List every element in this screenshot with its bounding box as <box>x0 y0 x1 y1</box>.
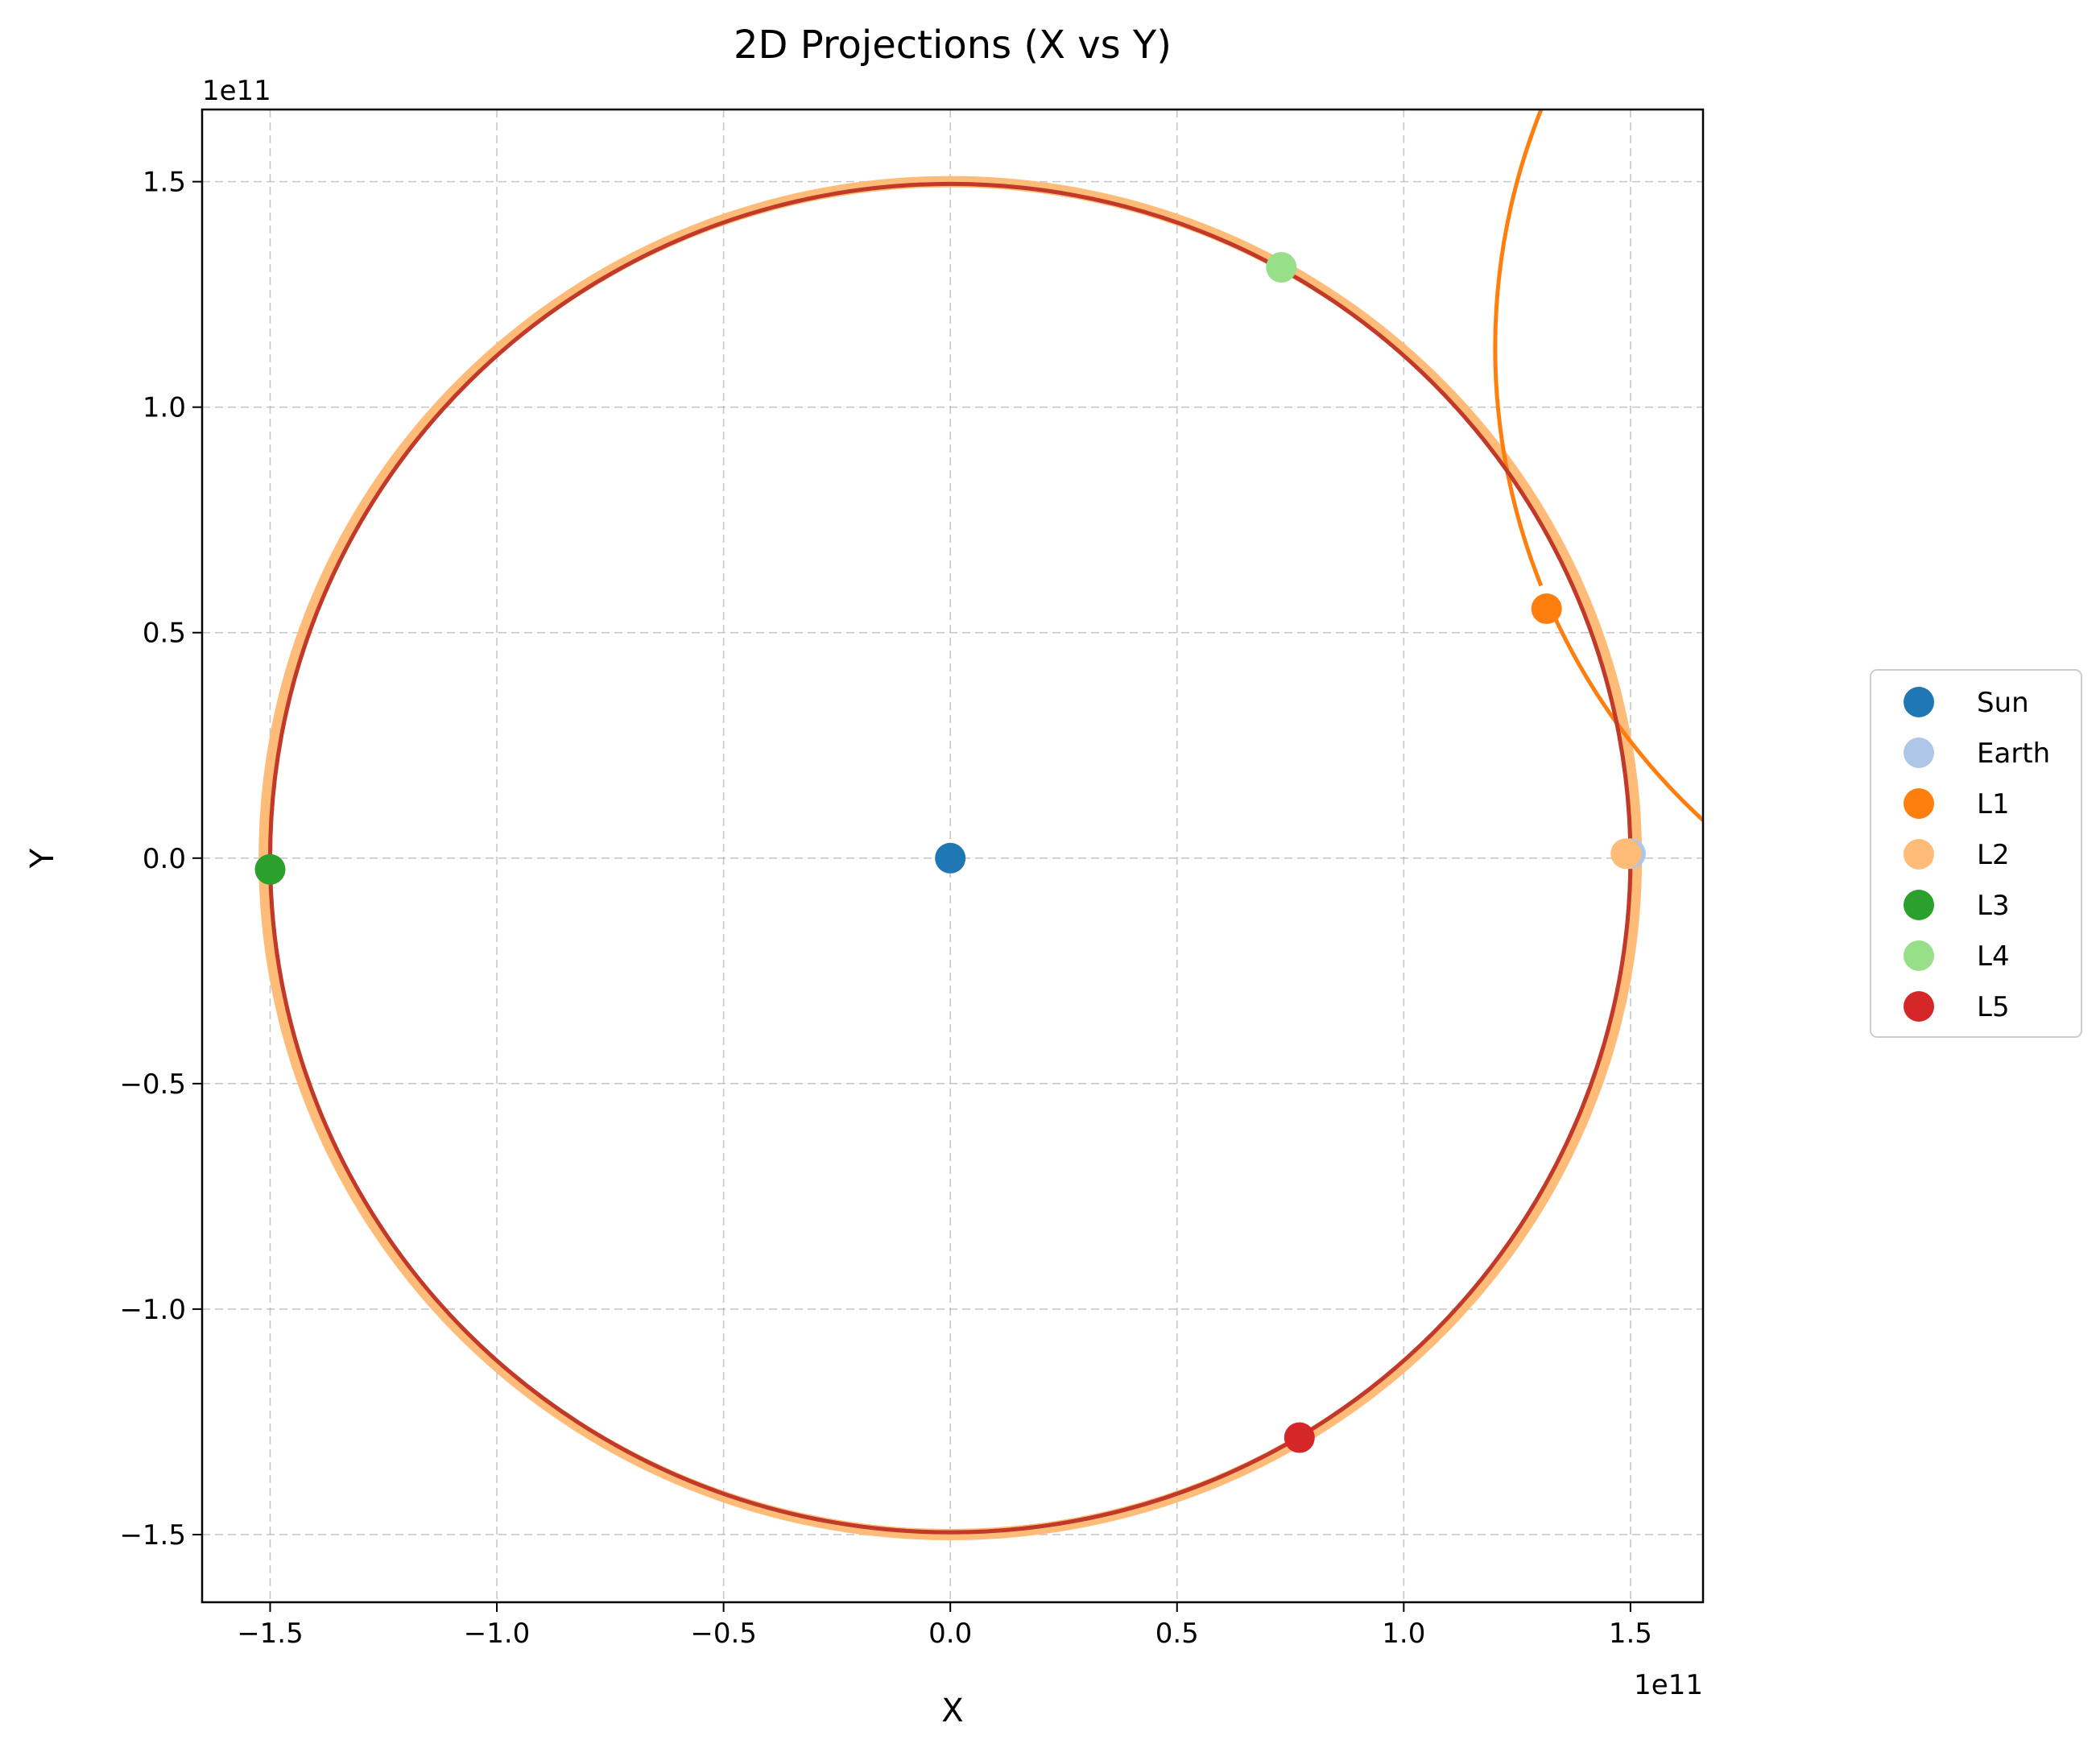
legend-frame <box>1870 669 2082 1038</box>
x-axis-ticks: −1.5 −1.0 −0.5 0.0 0.5 1.0 1.5 <box>237 1602 1652 1650</box>
legend-marker-l4 <box>1904 940 1934 971</box>
legend-label-sun: Sun <box>1977 687 2029 719</box>
y-tick-label-3: 0.0 <box>143 843 186 875</box>
x-axis-offset-text: 1e11 <box>1634 1669 1703 1701</box>
legend-marker-l3 <box>1904 890 1934 920</box>
legend-label-l5: L5 <box>1977 991 2010 1023</box>
x-tick-label-4: 0.5 <box>1155 1618 1199 1650</box>
y-tick-label-4: 0.5 <box>143 618 186 650</box>
point-l2 <box>1610 838 1642 870</box>
chart-title: 2D Projections (X vs Y) <box>734 23 1172 68</box>
x-tick-label-3: 0.0 <box>928 1618 972 1650</box>
x-tick-label-6: 1.5 <box>1609 1618 1652 1650</box>
y-axis-offset-text: 1e11 <box>202 75 271 107</box>
x-tick-label-5: 1.0 <box>1382 1618 1425 1650</box>
legend-marker-l2 <box>1904 839 1934 870</box>
point-l5 <box>1284 1422 1315 1453</box>
x-tick-label-0: −1.5 <box>237 1618 304 1650</box>
legend-label-l3: L3 <box>1977 890 2010 922</box>
legend-marker-l5 <box>1904 991 1934 1022</box>
x-tick-label-2: −0.5 <box>690 1618 757 1650</box>
point-l1 <box>1531 593 1562 625</box>
y-axis-ticks: −1.5 −1.0 −0.5 0.0 0.5 1.0 1.5 <box>119 167 202 1552</box>
y-tick-label-0: −1.5 <box>119 1519 186 1552</box>
legend-label-l1: L1 <box>1977 788 2010 820</box>
legend-marker-sun <box>1904 687 1934 717</box>
data-points <box>254 252 1646 1453</box>
plot-frame <box>200 108 1705 1604</box>
y-axis-label: Y <box>24 848 61 869</box>
legend-label-l2: L2 <box>1977 839 2010 871</box>
legend-label-l4: L4 <box>1977 940 2010 973</box>
legend-label-earth: Earth <box>1977 738 2050 770</box>
y-tick-label-5: 1.0 <box>143 392 186 424</box>
legend-marker-l1 <box>1904 788 1934 819</box>
x-axis-label: X <box>941 1692 963 1729</box>
legend: Sun Earth L1 L2 L3 L4 L5 <box>1870 669 2082 1038</box>
point-sun <box>935 842 966 874</box>
legend-marker-earth <box>1904 738 1934 768</box>
point-l3 <box>254 853 286 885</box>
y-tick-label-2: −0.5 <box>119 1068 186 1101</box>
y-tick-label-1: −1.0 <box>119 1294 186 1326</box>
point-l4 <box>1266 252 1297 283</box>
y-tick-label-6: 1.5 <box>143 167 186 199</box>
x-tick-label-1: −1.0 <box>464 1618 531 1650</box>
